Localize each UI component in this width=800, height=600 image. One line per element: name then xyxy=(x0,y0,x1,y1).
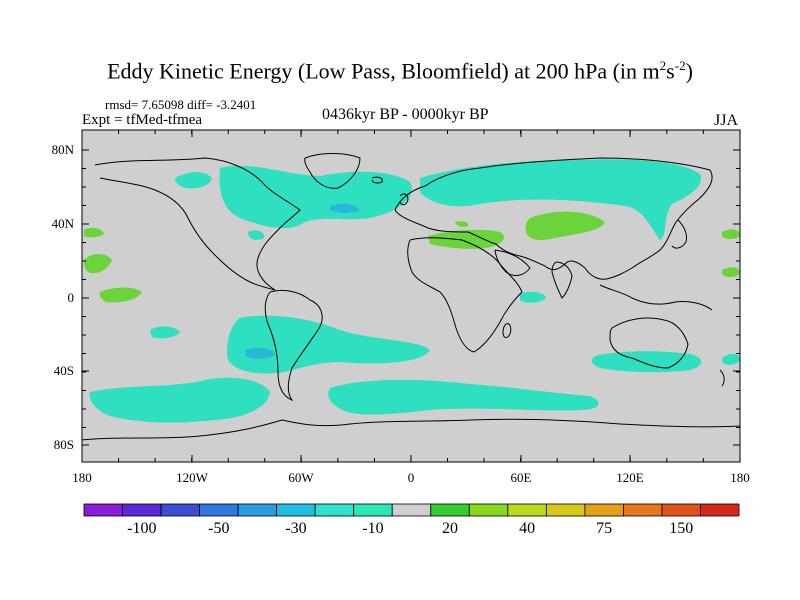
colorbar-swatch xyxy=(122,503,162,517)
anomaly-region-central-asia xyxy=(525,211,605,240)
colorbar-label: 150 xyxy=(669,520,694,537)
colorbar-swatch xyxy=(700,503,740,517)
anomaly-region-tasman xyxy=(722,353,740,365)
coast-europe-asia xyxy=(394,157,713,280)
anomaly-region-north-pacific xyxy=(175,172,212,189)
longitude-label: 180 xyxy=(72,470,92,485)
colorbar-label: -100 xyxy=(127,520,157,537)
anomaly-region-north-america-small xyxy=(248,230,265,240)
colorbar-swatch xyxy=(391,503,432,517)
coastlines xyxy=(82,153,740,441)
colorbar-label: 20 xyxy=(442,520,459,537)
anomaly-region-southeast-pacific xyxy=(150,326,180,339)
colorbar-label: -30 xyxy=(285,520,307,537)
coast-india xyxy=(551,261,573,299)
coast-new-zealand xyxy=(719,369,725,387)
colorbar-label: 75 xyxy=(596,520,613,537)
coast-southeast-asia xyxy=(599,284,713,311)
anomaly-region-eurasia xyxy=(420,159,701,240)
longitude-label: 60E xyxy=(510,470,532,485)
title-main: Eddy Kinetic Energy (Low Pass, Bloomfiel… xyxy=(107,58,660,84)
longitude-label: 0 xyxy=(407,470,415,485)
coast-uk xyxy=(399,193,409,206)
title-unit-sup1: 2 xyxy=(659,58,667,73)
latitude-label: 80S xyxy=(53,437,74,452)
anomaly-region-indian-ocean xyxy=(591,351,702,373)
anomaly-region-subtropical-pacific xyxy=(84,227,104,238)
colorbar-label: -10 xyxy=(362,520,384,537)
period-label: 0436kyr BP - 0000kyr BP xyxy=(322,106,489,123)
colorbar-label: -50 xyxy=(208,520,230,537)
colorbar-swatch xyxy=(430,503,470,517)
anomaly-region-west-atlantic xyxy=(84,254,112,274)
colorbar-swatch xyxy=(661,503,701,517)
longitude-label: 120E xyxy=(616,470,644,485)
anomaly-region-mediterranean xyxy=(428,229,505,249)
colorbar-swatch xyxy=(468,503,509,517)
anomaly-region-southern-ocean-pacific xyxy=(89,377,270,423)
anomaly-region-west-pacific xyxy=(722,229,740,239)
longitude-label: 120W xyxy=(176,470,208,485)
colorbar-swatch xyxy=(199,503,239,517)
colorbar-swatch xyxy=(160,503,200,517)
colorbar xyxy=(83,503,740,517)
coast-greenland xyxy=(304,153,361,189)
anomaly-region-southern-ocean-atlantic xyxy=(328,379,599,415)
colorbar-swatch xyxy=(507,503,547,517)
anomaly-region-east-pacific xyxy=(99,287,142,303)
title-unit-mid: s xyxy=(666,58,675,84)
coast-madagascar xyxy=(502,323,512,339)
colorbar-swatch xyxy=(276,503,316,517)
colorbar-swatch xyxy=(237,503,278,517)
colorbar-swatch xyxy=(545,503,586,517)
anomaly-region-south-pacific xyxy=(227,315,430,374)
colorbar-swatch xyxy=(353,503,393,517)
colorbar-label: 40 xyxy=(519,520,536,537)
stats-text: rmsd= 7.65098 diff= -3.2401 xyxy=(105,97,257,112)
field-layer xyxy=(84,159,740,423)
latitude-label: 80N xyxy=(51,142,74,157)
longitude-label: 60W xyxy=(288,470,314,485)
latitude-label: 40S xyxy=(53,363,74,378)
latitude-label: 0 xyxy=(67,290,75,305)
coast-north-america xyxy=(94,157,301,291)
axis-ticks xyxy=(81,130,741,462)
anomaly-region-north-atlantic xyxy=(219,165,412,229)
coast-arabia xyxy=(494,249,531,276)
coast-africa xyxy=(407,237,523,353)
coast-south-america xyxy=(264,289,323,402)
season-label: JJA xyxy=(714,112,739,129)
colorbar-swatch xyxy=(83,503,123,517)
title-unit-end: ) xyxy=(685,58,693,84)
title-unit-sup2: -2 xyxy=(674,58,686,73)
experiment-label: Expt = tfMed-tfmea xyxy=(82,112,203,128)
anomaly-region-far-east xyxy=(722,267,740,277)
colorbar-swatch xyxy=(314,503,355,517)
anomaly-core-south-pacific xyxy=(245,347,276,359)
colorbar-swatch xyxy=(623,503,663,517)
anomaly-region-tropical-atlantic xyxy=(520,291,546,303)
plot-title: Eddy Kinetic Energy (Low Pass, Bloomfiel… xyxy=(0,58,800,84)
colorbar-swatch xyxy=(584,503,624,517)
coast-iceland xyxy=(371,176,383,184)
longitude-label: 180 xyxy=(730,470,750,485)
anomaly-core-north-atlantic xyxy=(330,203,360,213)
coast-australia xyxy=(609,317,689,369)
anomaly-region-north-africa xyxy=(455,221,469,227)
coast-japan xyxy=(671,219,687,249)
coast-antarctica xyxy=(82,418,740,441)
latitude-label: 40N xyxy=(51,216,74,231)
